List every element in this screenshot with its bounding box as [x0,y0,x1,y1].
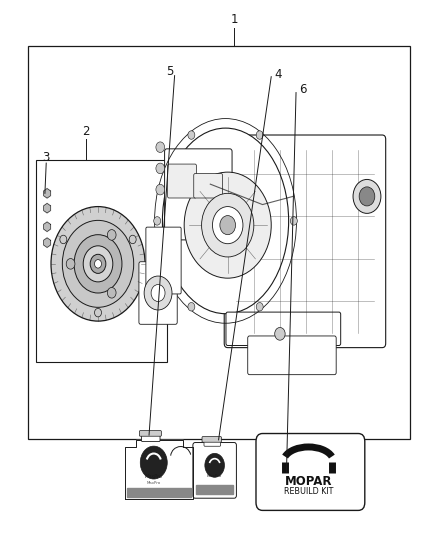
Circle shape [140,446,167,479]
Circle shape [184,172,271,278]
Circle shape [74,235,122,293]
FancyBboxPatch shape [226,312,341,345]
Circle shape [201,193,254,257]
Polygon shape [196,486,233,494]
Circle shape [275,327,285,340]
Circle shape [154,216,161,225]
Text: 4: 4 [274,68,282,80]
Circle shape [60,235,67,244]
FancyBboxPatch shape [193,442,237,498]
Text: 1: 1 [230,13,238,27]
Polygon shape [44,222,50,231]
Circle shape [220,216,236,235]
Polygon shape [44,204,50,213]
FancyBboxPatch shape [168,164,196,198]
Text: MaxPro: MaxPro [207,474,222,479]
Circle shape [353,180,381,213]
FancyBboxPatch shape [141,432,160,441]
Circle shape [256,303,263,311]
Circle shape [129,235,136,244]
Circle shape [359,187,375,206]
Circle shape [156,184,165,195]
Text: 3: 3 [42,151,50,164]
Circle shape [156,142,165,152]
Circle shape [205,454,224,477]
Ellipse shape [162,128,289,314]
Polygon shape [125,440,193,499]
FancyBboxPatch shape [165,149,232,240]
Circle shape [66,259,75,269]
Circle shape [83,246,113,282]
FancyBboxPatch shape [202,437,221,442]
FancyBboxPatch shape [146,227,181,294]
Circle shape [107,230,116,240]
Text: 2: 2 [82,125,90,138]
Circle shape [144,276,172,310]
Circle shape [51,207,145,321]
Circle shape [188,303,195,311]
FancyBboxPatch shape [248,336,336,375]
Circle shape [256,131,263,139]
Circle shape [188,131,195,139]
FancyBboxPatch shape [139,431,161,436]
Circle shape [62,220,134,308]
Circle shape [156,163,165,174]
FancyBboxPatch shape [194,174,223,198]
Polygon shape [127,488,191,497]
FancyBboxPatch shape [139,262,177,324]
Circle shape [95,260,102,268]
Circle shape [212,207,243,244]
Text: REBUILD KIT: REBUILD KIT [284,487,333,496]
Circle shape [90,254,106,273]
FancyBboxPatch shape [28,46,410,439]
Circle shape [95,309,102,317]
Text: 6: 6 [299,84,306,96]
Polygon shape [44,189,50,198]
FancyBboxPatch shape [36,160,167,362]
Text: MaxPro: MaxPro [145,474,163,479]
Text: MOPAR: MOPAR [285,474,332,488]
Circle shape [151,285,165,302]
Polygon shape [44,238,50,247]
Circle shape [290,216,297,225]
FancyBboxPatch shape [224,135,386,348]
FancyBboxPatch shape [204,439,221,446]
Circle shape [107,287,116,298]
Text: MaxPro: MaxPro [147,481,161,485]
Text: 5: 5 [166,65,174,78]
FancyBboxPatch shape [256,433,365,511]
